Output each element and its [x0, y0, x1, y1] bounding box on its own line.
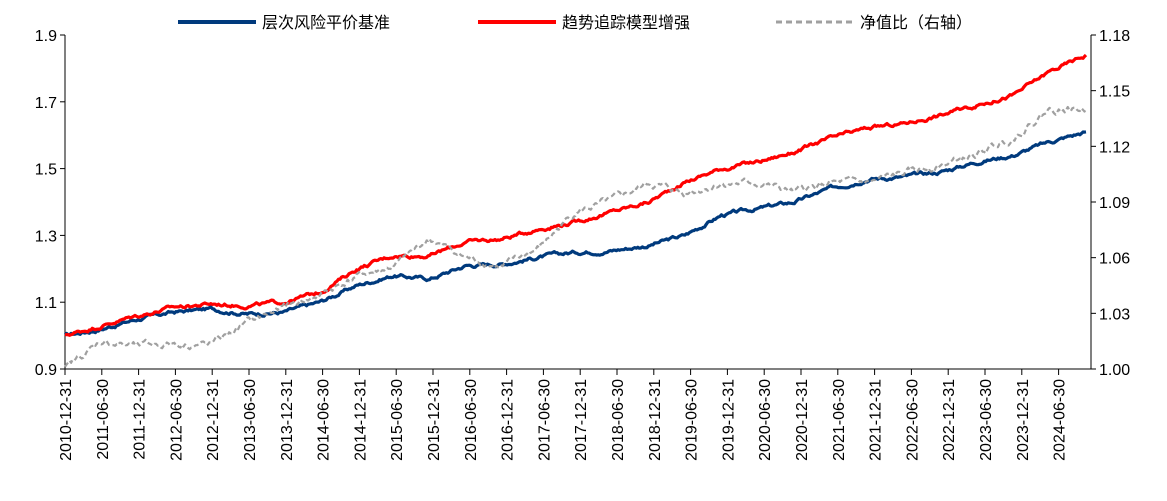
x-tick-label: 2011-06-30	[95, 379, 112, 460]
x-tick-label: 2015-12-31	[426, 379, 443, 461]
x-tick-label: 2020-12-31	[794, 379, 811, 461]
y-left-tick-label: 1.3	[35, 228, 57, 245]
legend-label: 趋势追踪模型增强	[562, 13, 690, 32]
x-tick-label: 2011-12-31	[132, 379, 149, 460]
x-tick-label: 2017-06-30	[536, 379, 553, 461]
series-line-2	[64, 105, 1087, 368]
x-tick-label: 2013-12-31	[279, 379, 296, 461]
y-left-tick-label: 1.5	[35, 162, 57, 179]
x-tick-label: 2021-06-30	[831, 379, 848, 461]
y-left-tick-label: 1.9	[35, 28, 57, 45]
x-tick-label: 2014-12-31	[352, 379, 369, 461]
x-tick-label: 2013-06-30	[242, 379, 259, 461]
y-right-tick-label: 1.18	[1099, 28, 1130, 45]
y-right-tick-label: 1.15	[1099, 84, 1130, 101]
x-tick-label: 2014-06-30	[316, 379, 333, 461]
x-tick-label: 2012-06-30	[168, 379, 185, 461]
x-tick-label: 2023-12-31	[1015, 379, 1032, 461]
y-left-tick-label: 0.9	[35, 362, 57, 379]
y-right-tick-label: 1.09	[1099, 195, 1130, 212]
x-tick-label: 2015-06-30	[389, 379, 406, 461]
x-tick-label: 2016-12-31	[500, 379, 517, 461]
x-tick-label: 2022-12-31	[941, 379, 958, 461]
series-line-0	[64, 130, 1087, 337]
x-tick-label: 2020-06-30	[757, 379, 774, 461]
legend-label: 净值比（右轴）	[860, 13, 972, 32]
y-right-tick-label: 1.03	[1099, 306, 1130, 323]
y-right-tick-label: 1.00	[1099, 362, 1130, 379]
y-left-tick-label: 1.7	[35, 95, 57, 112]
y-right-tick-label: 1.12	[1099, 139, 1130, 156]
x-tick-label: 2012-12-31	[205, 379, 222, 461]
series-line-1	[64, 53, 1088, 337]
legend: 层次风险平价基准 趋势追踪模型增强 净值比（右轴）	[178, 13, 972, 32]
x-tick-label: 2018-06-30	[610, 379, 627, 461]
x-tick-label: 2016-06-30	[463, 379, 480, 461]
y-left-tick-label: 1.1	[35, 295, 57, 312]
x-tick-label: 2017-12-31	[573, 379, 590, 461]
x-tick-label: 2018-12-31	[647, 379, 664, 461]
x-tick-label: 2024-06-30	[1052, 379, 1069, 461]
legend-label: 层次风险平价基准	[262, 13, 390, 32]
x-tick-label: 2021-12-31	[868, 379, 885, 461]
x-tick-label: 2010-12-31	[58, 379, 75, 461]
axes: 0.9 1.1 1.3 1.5 1.7 1.9 1.00 1.03 1.06 1.09 1.12 1.…	[35, 28, 1130, 461]
x-tick-label: 2022-06-30	[904, 379, 921, 461]
x-tick-label: 2023-06-30	[978, 379, 995, 461]
x-tick-label: 2019-12-31	[720, 379, 737, 461]
series-lines	[64, 53, 1088, 368]
x-tick-label: 2019-06-30	[684, 379, 701, 461]
y-right-tick-label: 1.06	[1099, 251, 1130, 268]
